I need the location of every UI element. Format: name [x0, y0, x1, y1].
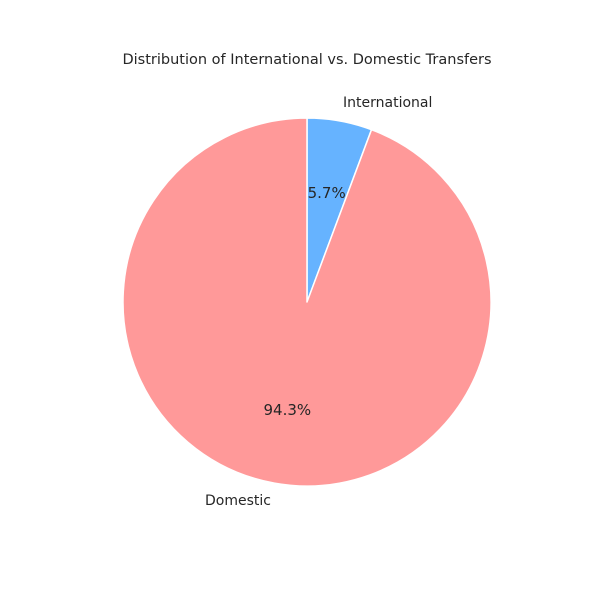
slice-label-domestic: Domestic: [205, 493, 271, 509]
slice-percent-international: 5.7%: [308, 184, 346, 202]
slice-label-international: International: [343, 95, 432, 111]
chart-title: Distribution of International vs. Domest…: [122, 52, 491, 68]
pie-slices: [122, 117, 492, 487]
pie-slice-domestic: [122, 117, 492, 487]
pie-labels: International 5.7% Domestic 94.3%: [205, 95, 432, 509]
slice-percent-domestic: 94.3%: [264, 401, 312, 419]
